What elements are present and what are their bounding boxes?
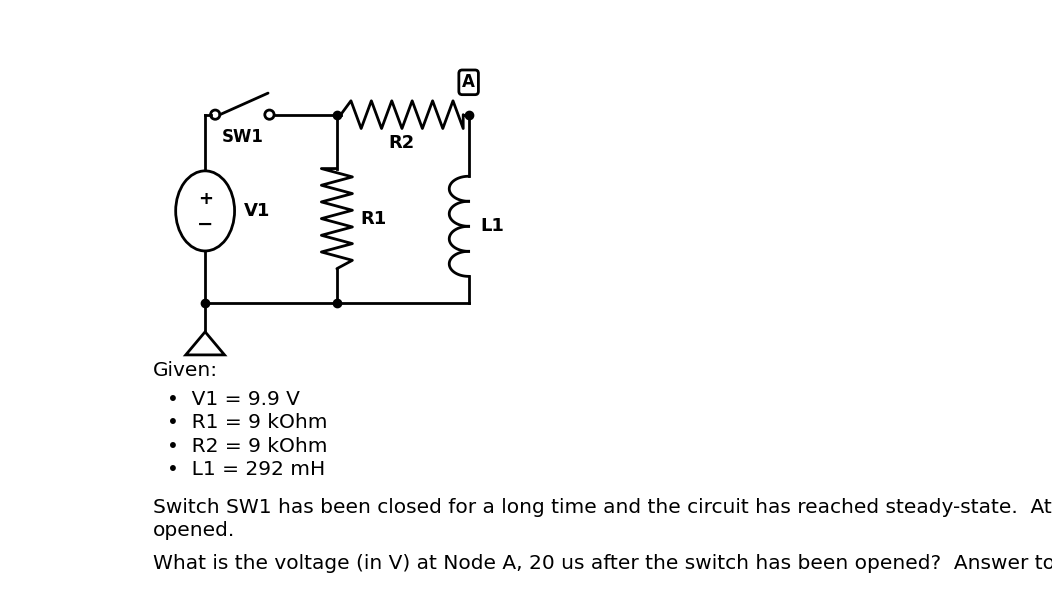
Text: SW1: SW1 bbox=[221, 128, 263, 146]
Text: •  V1 = 9.9 V: • V1 = 9.9 V bbox=[167, 390, 300, 409]
Text: L1: L1 bbox=[481, 217, 504, 235]
Text: V1: V1 bbox=[244, 202, 270, 220]
Text: •  R1 = 9 kOhm: • R1 = 9 kOhm bbox=[167, 414, 327, 432]
Text: R2: R2 bbox=[389, 134, 416, 152]
Text: −: − bbox=[197, 214, 214, 233]
Polygon shape bbox=[186, 332, 224, 355]
Text: Switch SW1 has been closed for a long time and the circuit has reached steady-st: Switch SW1 has been closed for a long ti… bbox=[154, 498, 1052, 517]
Text: opened.: opened. bbox=[154, 521, 236, 540]
Text: •  L1 = 292 mH: • L1 = 292 mH bbox=[167, 460, 325, 479]
Text: Given:: Given: bbox=[154, 361, 219, 380]
Ellipse shape bbox=[176, 171, 235, 251]
Text: +: + bbox=[198, 191, 213, 208]
Text: A: A bbox=[462, 73, 476, 91]
Text: R1: R1 bbox=[360, 209, 386, 228]
Text: What is the voltage (in V) at Node A, 20 us after the switch has been opened?  A: What is the voltage (in V) at Node A, 20… bbox=[154, 554, 1052, 572]
Text: •  R2 = 9 kOhm: • R2 = 9 kOhm bbox=[167, 437, 327, 456]
